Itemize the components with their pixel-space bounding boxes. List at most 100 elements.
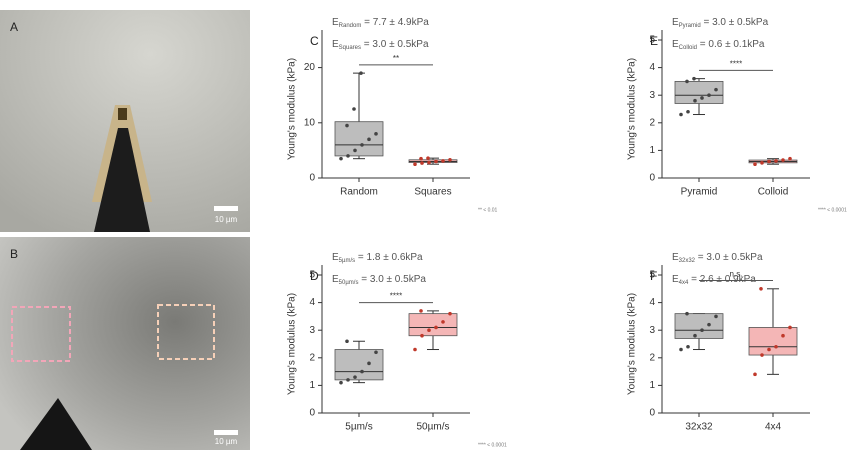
y-axis-label: Young's modulus (kPa) [627,58,638,160]
value: = 2.6 ± 0.9kPa [688,274,756,285]
data-point [767,160,771,164]
significance: n.s. [730,270,743,279]
data-point [679,348,683,352]
data-point [753,162,757,166]
data-point [374,350,378,354]
data-point [367,138,371,142]
data-point [367,362,371,366]
y-tick-label: 0 [309,173,315,184]
value: = 1.8 ± 0.6kPa [355,252,423,263]
data-point [339,157,343,161]
data-point [419,157,423,161]
data-point [419,309,423,313]
data-point [352,107,356,111]
data-point [788,326,792,330]
data-point [767,348,771,352]
subscript: 32x32 [679,258,696,264]
subscript: Squares [339,45,361,51]
data-point [374,132,378,136]
data-point [760,353,764,357]
y-tick-label: 3 [649,90,655,101]
data-point [441,159,445,163]
tip [118,108,127,120]
y-tick-label: 20 [304,62,316,73]
data-point [686,110,690,114]
box [335,350,383,380]
y-tick-label: 2 [649,117,655,128]
data-point [420,334,424,338]
y-tick-label: 4 [309,297,315,308]
scale-label: 10 µm [215,437,238,446]
annotation: ERandom = 7.7 ± 4.9kPa [332,17,429,29]
y-tick-label: 1 [649,145,655,156]
x-tick-label: Squares [414,187,451,198]
data-point [679,113,683,117]
data-point [714,315,718,319]
subscript: Colloid [679,45,697,51]
data-point [692,77,696,81]
data-point [345,124,349,128]
annotation: E50µm/s = 3.0 ± 0.5kPa [332,274,426,286]
y-tick-label: 0 [649,408,655,419]
box [335,122,383,156]
data-point [685,312,689,316]
data-point [413,162,417,166]
data-point [714,88,718,92]
y-axis-label: Young's modulus (kPa) [627,293,638,395]
panel-label: B [10,247,18,261]
data-point [693,99,697,103]
box [675,81,723,103]
data-point [427,161,431,165]
data-point [434,160,438,164]
data-point [427,328,431,332]
data-point [774,345,778,349]
box [749,327,797,355]
data-point [700,328,704,332]
footnote: ** < 0.01 [478,207,498,213]
data-point [781,334,785,338]
x-tick-label: Random [340,187,378,198]
data-point [448,312,452,316]
significance: **** [730,59,742,68]
data-point [686,345,690,349]
subscript: 50µm/s [339,280,359,286]
data-point [360,370,364,374]
scale-label: 10 µm [215,215,238,224]
scale-bar [214,430,238,435]
data-point [360,143,364,147]
data-point [346,378,350,382]
data-point [359,71,363,75]
y-tick-label: 4 [649,62,655,73]
data-point [353,149,357,153]
y-tick-label: 4 [649,297,655,308]
annotation: E32x32 = 3.0 ± 0.5kPa [672,252,763,264]
data-point [700,96,704,100]
value: = 3.0 ± 0.5kPa [695,252,763,263]
y-tick-label: 3 [309,325,315,336]
data-point [345,339,349,343]
figure: A 10 µm B 10 µm CERandom = 7.7 ± 4.9kPaE… [0,0,864,450]
data-point [448,158,452,162]
y-tick-label: 2 [649,352,655,363]
scale-bar [214,206,238,211]
data-point [346,154,350,158]
y-tick-label: 0 [309,408,315,419]
data-point [339,381,343,385]
x-tick-label: 5µm/s [345,422,372,433]
x-tick-label: 4x4 [765,422,782,433]
y-tick-label: 10 [304,117,316,128]
data-point [434,326,438,330]
data-point [774,159,778,163]
subscript: Random [339,23,362,29]
significance: ** [393,54,399,63]
data-point [420,161,424,165]
data-point [441,320,445,324]
image-a: A 10 µm [0,10,250,232]
annotation: E4x4 = 2.6 ± 0.9kPa [672,274,756,286]
data-point [426,156,430,160]
annotation: EPyramid = 3.0 ± 0.5kPa [672,17,769,29]
significance: **** [390,292,402,301]
chart: FE32x32 = 3.0 ± 0.5kPaE4x4 = 2.6 ± 0.9kP… [627,252,810,433]
